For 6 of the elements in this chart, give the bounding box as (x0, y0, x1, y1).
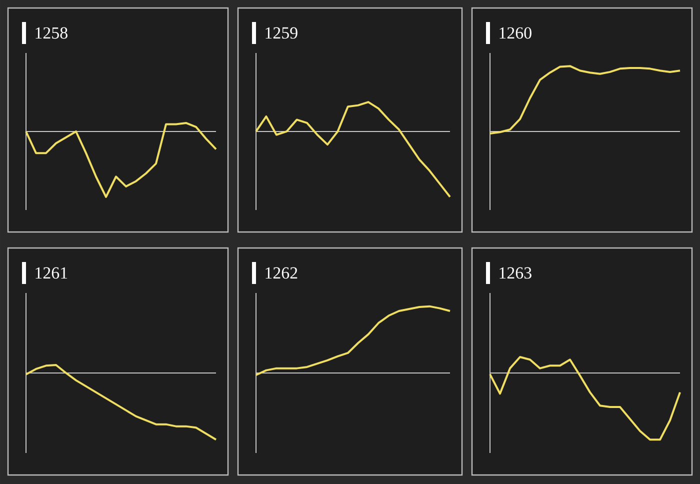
chart-title: 1263 (500, 267, 532, 279)
chart-title: 1258 (36, 27, 68, 39)
chart-title: 1262 (266, 267, 298, 279)
chart-title: 1261 (36, 267, 68, 279)
chart-title: 1259 (266, 27, 298, 39)
chart-title: 1260 (500, 27, 532, 39)
